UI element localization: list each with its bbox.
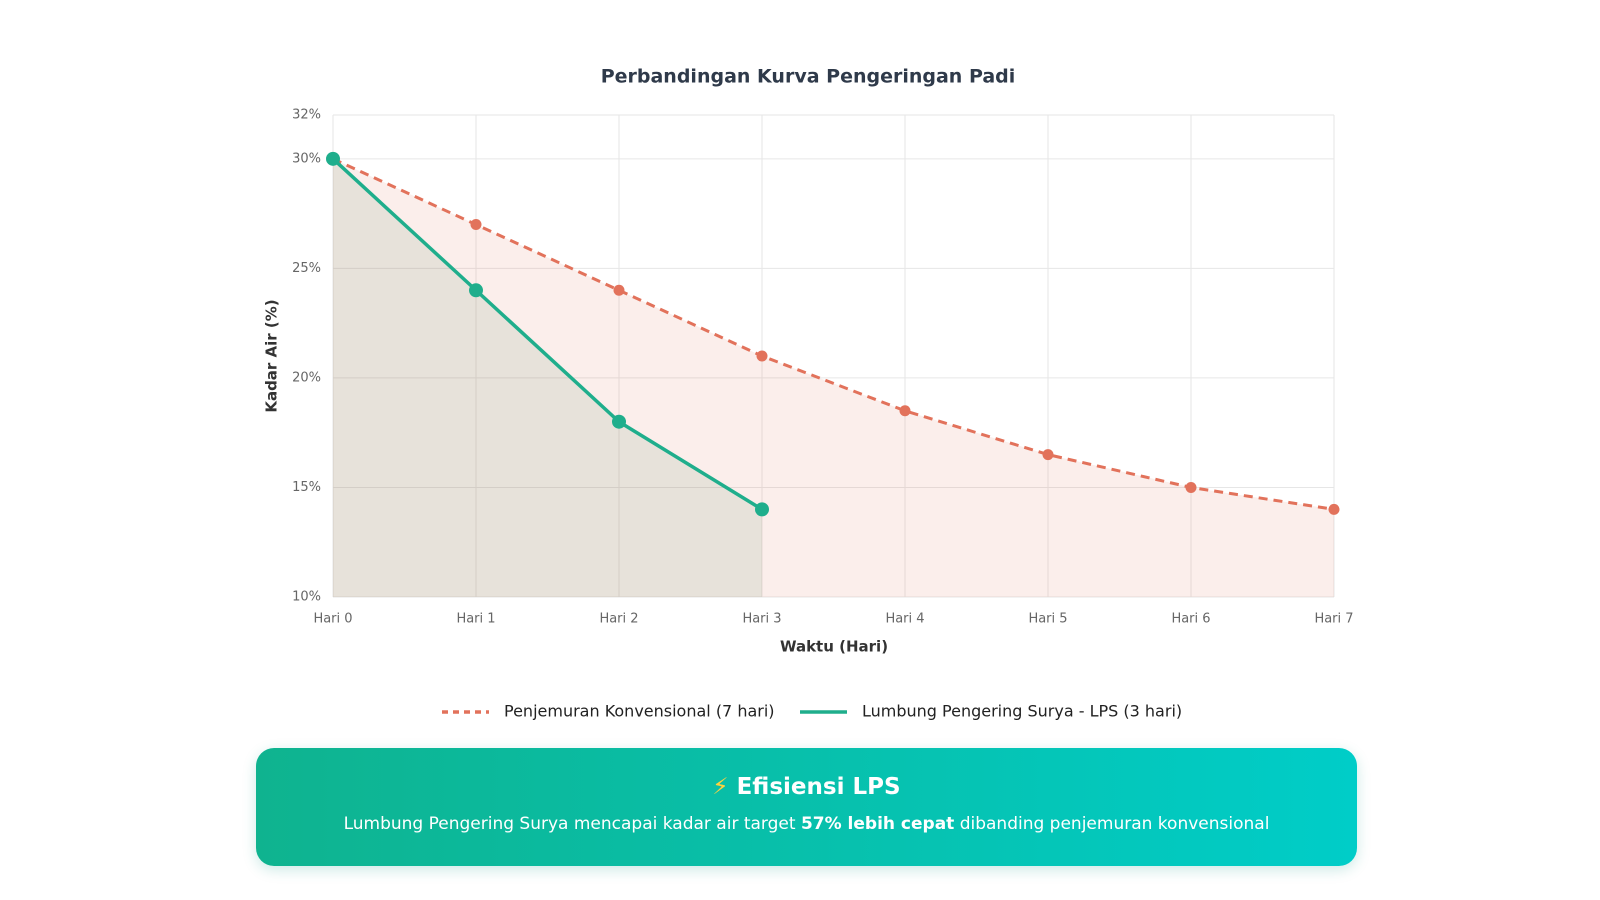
y-axis-title: Kadar Air (%): [263, 299, 281, 412]
x-tick-label: Hari 5: [1028, 612, 1067, 627]
banner-text-before: Lumbung Pengering Surya mencapai kadar a…: [343, 814, 801, 834]
x-tick-label: Hari 4: [885, 612, 924, 627]
data-point: [1328, 503, 1340, 515]
x-axis-title: Waktu (Hari): [780, 638, 888, 656]
series-line: [332, 157, 1335, 511]
data-point: [755, 502, 769, 517]
data-point: [469, 283, 483, 298]
x-tick-label: Hari 7: [1314, 612, 1353, 627]
y-tick-label: 30%: [292, 151, 321, 166]
efficiency-banner: ⚡ Efisiensi LPS Lumbung Pengering Surya …: [256, 748, 1357, 866]
series-area: [333, 158, 762, 597]
data-point: [756, 350, 768, 362]
x-tick-label: Hari 6: [1171, 612, 1210, 627]
banner-title: ⚡ Efisiensi LPS: [256, 774, 1357, 800]
banner-text-bold: 57% lebih cepat: [800, 814, 955, 834]
y-tick-label: 25%: [292, 261, 321, 276]
data-point: [613, 284, 625, 296]
data-point: [1185, 481, 1197, 493]
x-tick-label: Hari 0: [313, 612, 352, 627]
banner-text: Lumbung Pengering Surya mencapai kadar a…: [256, 814, 1357, 834]
y-tick-label: 32%: [292, 108, 321, 123]
banner-text-after: dibanding penjemuran konvensional: [954, 814, 1270, 834]
banner-icon: ⚡: [712, 774, 729, 800]
banner-title-text: Efisiensi LPS: [736, 774, 901, 800]
data-point: [899, 405, 911, 417]
chart-title: Perbandingan Kurva Pengeringan Padi: [601, 66, 1016, 88]
series-line: [331, 157, 763, 511]
y-tick-label: 15%: [292, 480, 321, 495]
x-tick-label: Hari 2: [599, 612, 638, 627]
series-area: [333, 158, 1334, 597]
x-tick-label: Hari 3: [742, 612, 781, 627]
data-point: [470, 219, 482, 231]
data-point: [326, 151, 340, 166]
legend-label: Penjemuran Konvensional (7 hari): [504, 702, 775, 721]
y-tick-label: 10%: [292, 590, 321, 605]
x-tick-label: Hari 1: [456, 612, 495, 627]
legend-label: Lumbung Pengering Surya - LPS (3 hari): [862, 702, 1182, 721]
chart: Perbandingan Kurva Pengeringan Padi Wakt…: [263, 66, 1354, 721]
data-point: [1042, 449, 1054, 461]
y-tick-label: 20%: [292, 370, 321, 385]
data-point: [612, 414, 626, 429]
